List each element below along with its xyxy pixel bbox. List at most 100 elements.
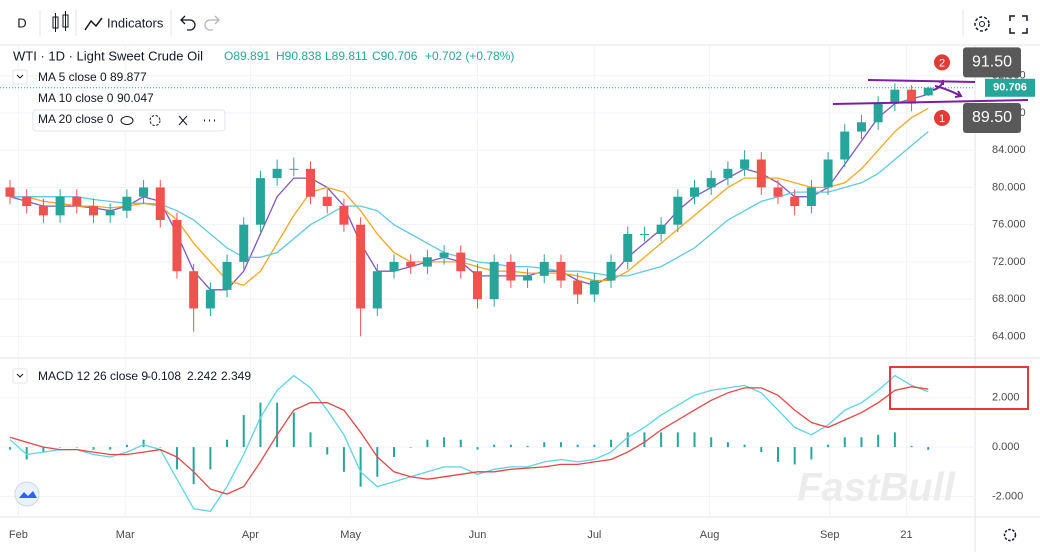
histogram-bar <box>793 447 796 465</box>
histogram-bar <box>476 447 479 450</box>
indicators-icon[interactable] <box>84 17 103 31</box>
histogram-bar <box>342 447 345 472</box>
candle-body <box>356 224 366 309</box>
candle-body <box>690 187 700 197</box>
candle-body <box>806 187 816 207</box>
histogram-bar <box>326 447 329 455</box>
watermark: FastBull <box>797 466 956 510</box>
histogram-bar <box>493 444 496 448</box>
signal-value: 2.349 <box>221 369 251 383</box>
interval-button[interactable]: D <box>17 15 26 30</box>
candle-body <box>523 275 533 281</box>
candle-body <box>506 261 516 281</box>
trend-line <box>832 99 1029 105</box>
histogram-bar <box>710 437 713 448</box>
histogram-bar <box>25 447 28 460</box>
candle-body <box>255 178 265 225</box>
y-tick-label: 80.000 <box>992 181 1026 193</box>
histogram-bar <box>42 447 45 453</box>
candle-body <box>489 261 499 300</box>
histogram-bar <box>693 432 696 448</box>
trend-line <box>867 79 976 83</box>
histogram-bar <box>175 447 178 470</box>
candle-body <box>873 103 883 123</box>
histogram-bar <box>59 447 62 448</box>
candle-body <box>72 196 82 207</box>
candle-body <box>856 122 866 132</box>
settings-button[interactable] <box>149 115 161 126</box>
candle-body <box>272 168 282 179</box>
histogram-bar <box>743 444 746 448</box>
collapse-icon <box>16 373 24 378</box>
toolbar: D Indicators <box>0 10 1040 46</box>
x-tick-label: Apr <box>242 529 259 541</box>
collapse-button[interactable] <box>12 368 28 384</box>
price-legend: WTI · 1D · Light Sweet Crude Oil O89.891… <box>12 48 514 132</box>
histogram-bar <box>276 402 279 448</box>
histogram-bar <box>125 444 128 448</box>
histogram-bar <box>292 412 295 448</box>
fullscreen-button[interactable] <box>1009 15 1028 34</box>
highlight-box <box>889 366 1029 410</box>
settings-button[interactable] <box>974 16 990 32</box>
collapse-button[interactable] <box>12 69 28 85</box>
candle-body <box>22 196 32 207</box>
collapse-icon <box>16 74 24 79</box>
histogram-bar <box>75 447 78 448</box>
last-price-label: 90.706 <box>993 82 1027 94</box>
candle-body <box>372 271 382 309</box>
candle-body <box>222 261 232 290</box>
indicators-button[interactable]: Indicators <box>107 15 164 30</box>
visibility-button[interactable] <box>120 116 134 125</box>
histogram-bar <box>660 432 663 448</box>
candle-body <box>823 159 833 188</box>
settings-icon <box>979 21 985 27</box>
histogram-bar <box>226 439 229 448</box>
histogram-bar <box>359 447 362 487</box>
histogram-bar <box>109 447 112 450</box>
histogram-bar <box>910 445 913 448</box>
candle-body <box>306 168 316 197</box>
redo-button[interactable] <box>204 15 220 31</box>
ma-legend-value: 90.047 <box>117 91 154 105</box>
y-tick-label: 64.000 <box>992 330 1026 342</box>
arrow <box>934 85 963 98</box>
histogram-bar <box>893 432 896 448</box>
undo-button[interactable] <box>180 15 196 31</box>
histogram-bar <box>843 437 846 448</box>
histogram-bar <box>643 432 646 448</box>
histogram-bar <box>159 447 162 448</box>
histogram-bar <box>526 445 529 448</box>
logo-button[interactable] <box>14 481 40 507</box>
candle-body <box>556 261 566 281</box>
candle-body <box>907 89 917 104</box>
x-tick-label: Jun <box>469 529 487 541</box>
candle-body <box>756 159 766 188</box>
y-tick-label: 84.000 <box>992 144 1026 156</box>
logo-icon <box>19 491 37 498</box>
x-tick-label: Mar <box>116 529 135 541</box>
histogram-bar <box>610 439 613 448</box>
chart-type-button[interactable] <box>52 11 69 32</box>
histogram-bar <box>309 432 312 448</box>
remove-button[interactable] <box>178 115 188 126</box>
price-note-number: 2 <box>939 57 945 69</box>
histogram-bar <box>242 415 245 448</box>
quote-low: L89.811 <box>325 49 368 63</box>
histogram-bar <box>827 444 830 448</box>
legend-actions <box>120 115 215 126</box>
histogram-bar <box>543 442 546 448</box>
histogram-bar <box>810 447 813 460</box>
x-tick-label: Sep <box>820 529 840 541</box>
histogram-bar <box>426 439 429 448</box>
candle-body <box>606 261 616 281</box>
last-price-badge <box>985 78 1035 97</box>
x-tick-label: Aug <box>700 529 720 541</box>
candle-body <box>673 196 683 225</box>
price-note-marker <box>934 54 950 71</box>
candle-body <box>289 168 299 170</box>
y-tick-label: -2.000 <box>992 490 1023 502</box>
histogram-bar <box>626 432 629 448</box>
axis-settings-button[interactable] <box>1003 528 1017 542</box>
